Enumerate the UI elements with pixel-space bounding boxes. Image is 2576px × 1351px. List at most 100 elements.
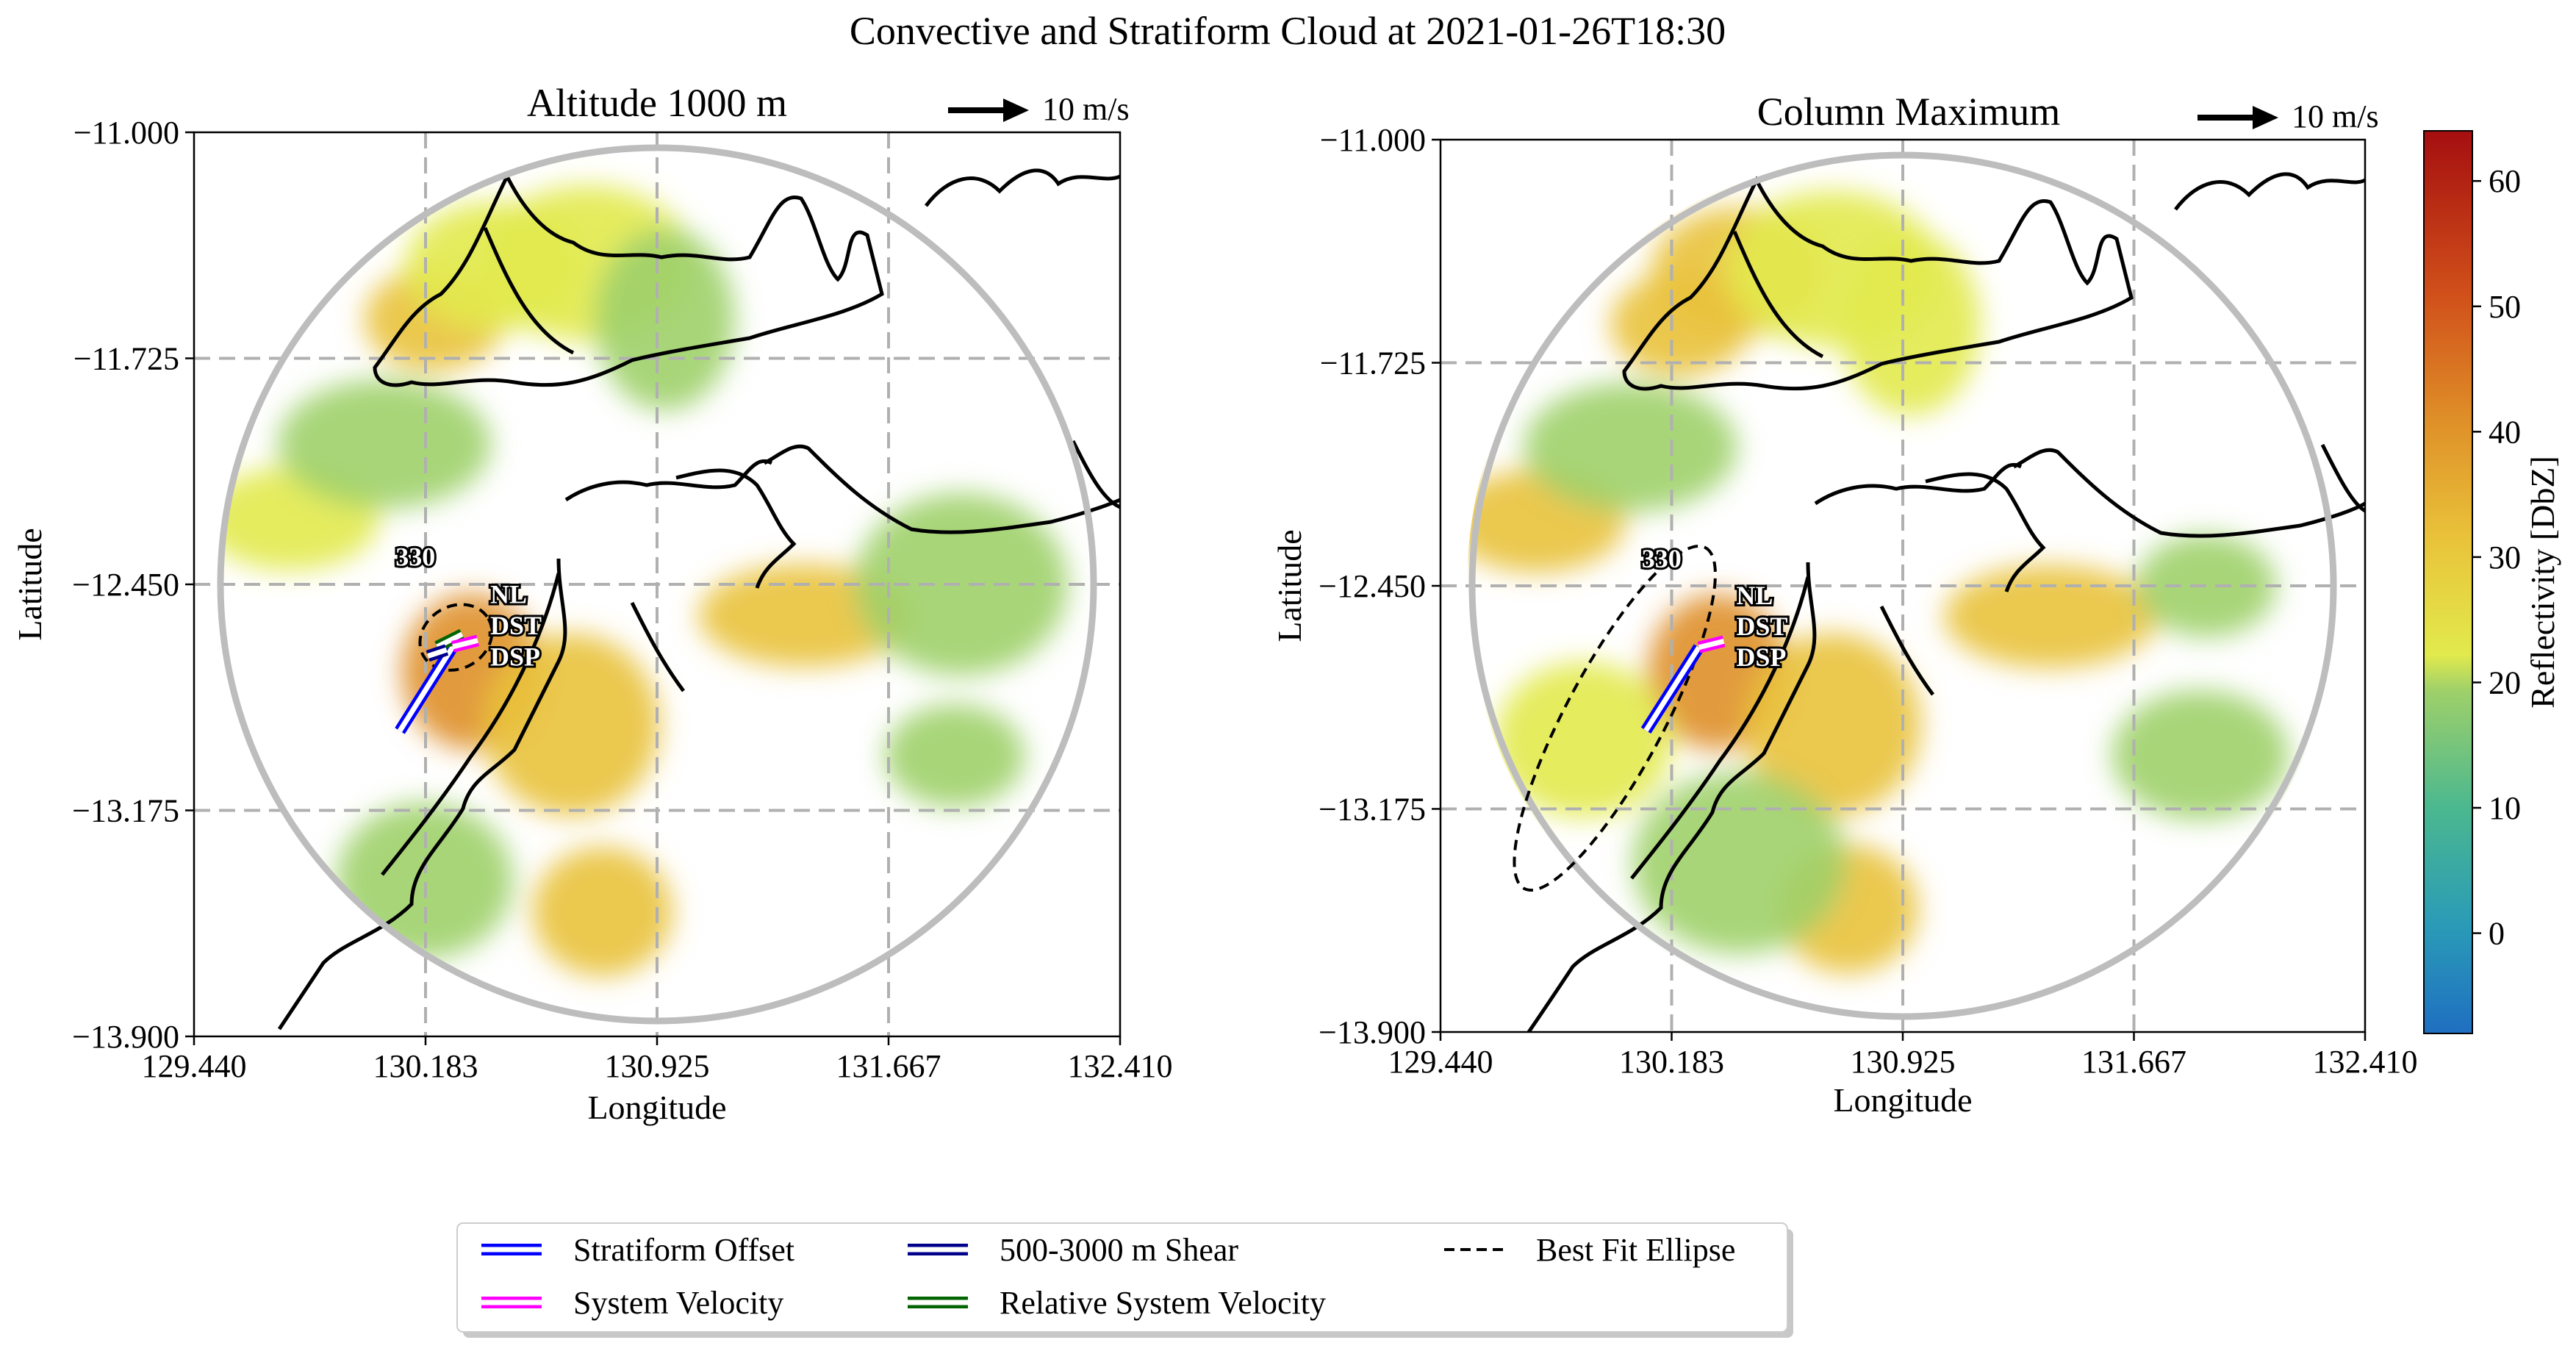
x-tick-label: 130.925 — [605, 1048, 710, 1084]
reflectivity-cell — [483, 633, 660, 816]
colorbar-tick-label: 10 — [2489, 790, 2521, 826]
system-velocity-vector — [1697, 635, 1726, 653]
relative-system-velocity-vector — [434, 628, 465, 652]
y-tick-label: −13.175 — [72, 793, 179, 829]
y-tick-label: −11.000 — [73, 115, 179, 151]
x-tick-label: 129.440 — [142, 1048, 247, 1084]
x-tick-label: 131.667 — [836, 1048, 941, 1084]
ylabel-column-max: Latitude — [1271, 529, 1308, 642]
colorbar-tick-label: 50 — [2489, 289, 2521, 325]
map-outline-altitude — [277, 168, 1120, 1031]
legend-label: Best Fit Ellipse — [1536, 1232, 1735, 1268]
y-tick-label: −11.000 — [1320, 122, 1426, 158]
reflectivity-cell — [1744, 633, 1921, 816]
x-tick-label: 131.667 — [2081, 1044, 2186, 1080]
quiver-key-label-altitude: 10 m/s — [1042, 91, 1130, 127]
legend-label: System Velocity — [573, 1285, 783, 1321]
x-tick-label: 130.925 — [1851, 1044, 1956, 1080]
y-tick-label: −13.175 — [1319, 792, 1426, 828]
reflectivity-layer-altitude — [220, 185, 1068, 977]
reflectivity-cell — [595, 228, 735, 411]
object-label-column-max: 330 — [1642, 544, 1682, 573]
reflectivity-cell — [1524, 382, 1737, 512]
panel-title-column-max: Column Maximum — [1757, 90, 2061, 134]
ylabel-altitude: Latitude — [11, 528, 49, 640]
xticks-column-max: 129.440 130.183 130.925 131.667 132.410 — [1388, 1032, 2418, 1080]
legend-item: Relative System Velocity — [908, 1285, 1326, 1321]
colorbar-tick-label: 0 — [2489, 916, 2505, 952]
grid-altitude — [194, 132, 1120, 1036]
reflectivity-cell — [1840, 233, 1981, 416]
xlabel-altitude: Longitude — [587, 1089, 726, 1126]
y-tick-label: −13.900 — [72, 1019, 179, 1055]
quiver-key-label-column-max: 10 m/s — [2292, 98, 2379, 135]
stratiform-offset-vector — [395, 643, 458, 734]
reflectivity-cell — [854, 493, 1068, 676]
reflectivity-cell — [885, 704, 1025, 808]
y-tick-label: −12.450 — [72, 567, 179, 603]
x-tick-label: 129.440 — [1388, 1044, 1493, 1080]
reflectivity-cell — [2112, 690, 2289, 820]
colorbar-label: Reflectivity [DbZ] — [2524, 456, 2561, 709]
y-tick-label: −11.725 — [73, 341, 179, 377]
panel-title-altitude: Altitude 1000 m — [527, 81, 787, 125]
x-tick-label: 130.183 — [1619, 1044, 1724, 1080]
xlabel-column-max: Longitude — [1833, 1081, 1972, 1119]
reflectivity-cell — [277, 379, 491, 509]
best-fit-ellipse — [1513, 545, 1717, 892]
ellipse-altitude — [418, 603, 494, 672]
figure-suptitle: Convective and Stratiform Cloud at 2021-… — [850, 9, 1726, 53]
reflectivity-cell — [532, 847, 672, 977]
system-velocity-vector — [451, 634, 480, 653]
x-tick-label: 132.410 — [2313, 1044, 2418, 1080]
vectors-column-max — [1640, 635, 1726, 734]
colorbar: 0 10 20 30 40 50 60 Reflectivity [DbZ] — [2423, 130, 2561, 1034]
colorbar-gradient — [2423, 130, 2473, 1034]
vector-label: DSP — [490, 642, 540, 671]
legend-item: System Velocity — [481, 1285, 783, 1321]
vector-label: NL — [490, 579, 527, 609]
object-label-altitude: 330 — [395, 542, 435, 572]
y-tick-label: −13.900 — [1319, 1014, 1426, 1050]
colorbar-tick-label: 40 — [2489, 414, 2521, 450]
quiver-key-column-max: 10 m/s — [2198, 98, 2379, 135]
vector-label: DST — [490, 611, 542, 640]
legend-item: Stratiform Offset — [481, 1232, 794, 1268]
legend-item: Best Fit Ellipse — [1444, 1232, 1735, 1268]
colorbar-ticks: 0 10 20 30 40 50 60 — [2472, 163, 2521, 952]
yticks-column-max: −11.000 −11.725 −12.450 −13.175 −13.900 — [1319, 122, 1441, 1050]
legend-items: Stratiform Offset System Velocity 500-3000… — [481, 1232, 1735, 1321]
stratiform-offset-vector — [1640, 644, 1704, 734]
legend-label: 500-3000 m Shear — [1000, 1232, 1238, 1268]
vectors-altitude — [395, 628, 480, 734]
reflectivity-layer-column-max — [1467, 190, 2289, 974]
range-ring-altitude — [217, 144, 1097, 1025]
map-outline-column-max — [1526, 172, 2365, 1032]
reflectivity-cell — [1632, 771, 1846, 954]
reflectivity-cell — [1495, 662, 1672, 818]
x-tick-label: 130.183 — [373, 1048, 478, 1084]
range-ring-column-max — [1468, 151, 2337, 1020]
legend: Stratiform Offset System Velocity 500-3000… — [456, 1222, 1793, 1338]
legend-label: Relative System Velocity — [1000, 1285, 1326, 1321]
ellipse-column-max — [1513, 545, 1717, 892]
shear-vector — [426, 644, 449, 662]
best-fit-ellipse — [418, 603, 494, 672]
colorbar-tick-label: 20 — [2489, 664, 2521, 700]
vector-label: DSP — [1736, 642, 1786, 672]
colorbar-tick-label: 30 — [2489, 540, 2521, 576]
legend-label: Stratiform Offset — [573, 1232, 794, 1268]
x-tick-label: 132.410 — [1068, 1048, 1173, 1084]
quiver-key-altitude: 10 m/s — [948, 91, 1130, 127]
y-tick-label: −11.725 — [1320, 345, 1426, 381]
y-tick-label: −12.450 — [1319, 568, 1426, 604]
grid-column-max — [1441, 140, 2365, 1032]
legend-item: 500-3000 m Shear — [908, 1232, 1238, 1268]
colorbar-tick-label: 60 — [2489, 163, 2521, 199]
yticks-altitude: −11.000 −11.725 −12.450 −13.175 −13.900 — [72, 115, 194, 1055]
